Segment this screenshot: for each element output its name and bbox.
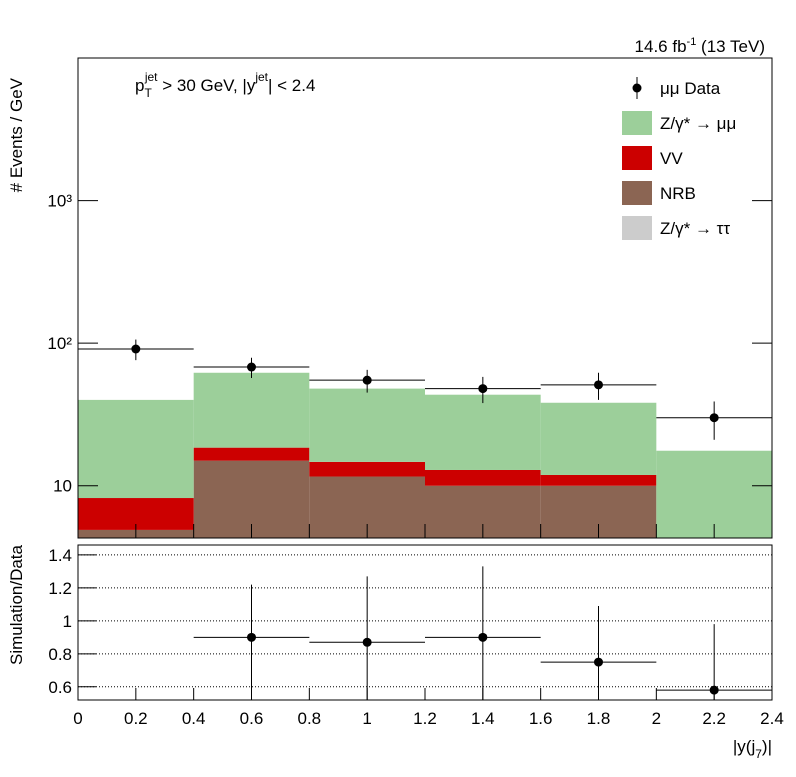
data-point: [478, 384, 488, 394]
x-tick-label: 0: [73, 709, 82, 728]
stack-segment: [425, 469, 541, 486]
y-tick-label: 1.4: [48, 546, 72, 565]
legend-swatch: [622, 216, 652, 240]
top-plot: [78, 339, 772, 538]
stack-segment: [425, 394, 541, 470]
x-tick-label: 2: [652, 709, 661, 728]
data-point: [131, 344, 141, 354]
data-point: [709, 413, 719, 423]
x-tick-label: 2.2: [702, 709, 726, 728]
cut-sup: jet: [144, 70, 158, 84]
y-tick-label: 10³: [47, 192, 72, 211]
legend-label: Z/γ* → μμ: [660, 114, 736, 133]
stack-segment: [193, 447, 310, 461]
x-title-sub: 7: [755, 747, 762, 761]
x-tick-label: 0.6: [240, 709, 264, 728]
ratio-point: [594, 657, 603, 667]
y-tick-label: 1.2: [48, 579, 72, 598]
cut-sup: jet: [254, 70, 268, 84]
x-tick-label: 2.4: [760, 709, 784, 728]
x-axis-title: |y(j7)|: [733, 737, 772, 761]
y-axis-title: # Events / GeV: [7, 77, 26, 192]
y-tick-label: 0.6: [48, 678, 72, 697]
data-point: [247, 362, 256, 372]
x-tick-label: 1.4: [471, 709, 495, 728]
stack-segment: [309, 461, 425, 477]
cut-sub: T: [144, 86, 152, 100]
legend-label: VV: [660, 149, 683, 168]
x-tick-label: 1.6: [529, 709, 553, 728]
legend-swatch: [622, 181, 652, 205]
x-tick-label: 1.2: [413, 709, 437, 728]
data-point: [594, 380, 603, 390]
stack-segment: [540, 474, 657, 486]
y-tick-label: 10²: [47, 334, 72, 353]
x-tick-label: 1.8: [587, 709, 611, 728]
cut-text: p: [135, 76, 144, 95]
data-point: [362, 375, 372, 385]
ratio-point: [247, 632, 256, 642]
lumi-text: (13 TeV): [696, 37, 765, 56]
y-tick-label: 0.8: [48, 645, 72, 664]
ratio-frame: [77, 544, 773, 701]
ratio-y-axis-title: Simulation/Data: [7, 544, 26, 665]
stack-segment: [309, 388, 425, 462]
stack-segment: [656, 450, 772, 538]
cut-text: > 30 GeV, |y: [158, 76, 256, 95]
top-frame: [77, 57, 773, 539]
legend-label: Z/γ* → ττ: [660, 219, 730, 238]
stack-segment: [540, 402, 657, 475]
legend-label: NRB: [660, 184, 696, 203]
x-title-text: |y(j: [733, 737, 755, 756]
x-tick-label: 1: [362, 709, 371, 728]
x-tick-label: 0.2: [124, 709, 148, 728]
ratio-point: [362, 637, 372, 647]
luminosity: 14.6 fb-1 (13 TeV): [635, 36, 765, 56]
stack-segment: [78, 399, 194, 499]
y-tick-label: 1: [63, 612, 72, 631]
x-tick-label: 0.8: [298, 709, 322, 728]
cut-label: pTjet > 30 GeV, |yjet| < 2.4: [135, 70, 315, 100]
x-tick-label: 0.4: [182, 709, 206, 728]
lumi-text: 14.6 fb: [635, 37, 687, 56]
legend-label: μμ Data: [660, 79, 721, 98]
lumi-sup: -1: [687, 36, 697, 48]
legend-swatch: [622, 146, 652, 170]
cut-text: | < 2.4: [268, 76, 315, 95]
y-tick-label: 10: [53, 477, 72, 496]
stack-segment: [193, 372, 310, 448]
x-title-text: )|: [762, 737, 772, 756]
legend-swatch: [622, 111, 652, 135]
ratio-point: [478, 632, 488, 642]
